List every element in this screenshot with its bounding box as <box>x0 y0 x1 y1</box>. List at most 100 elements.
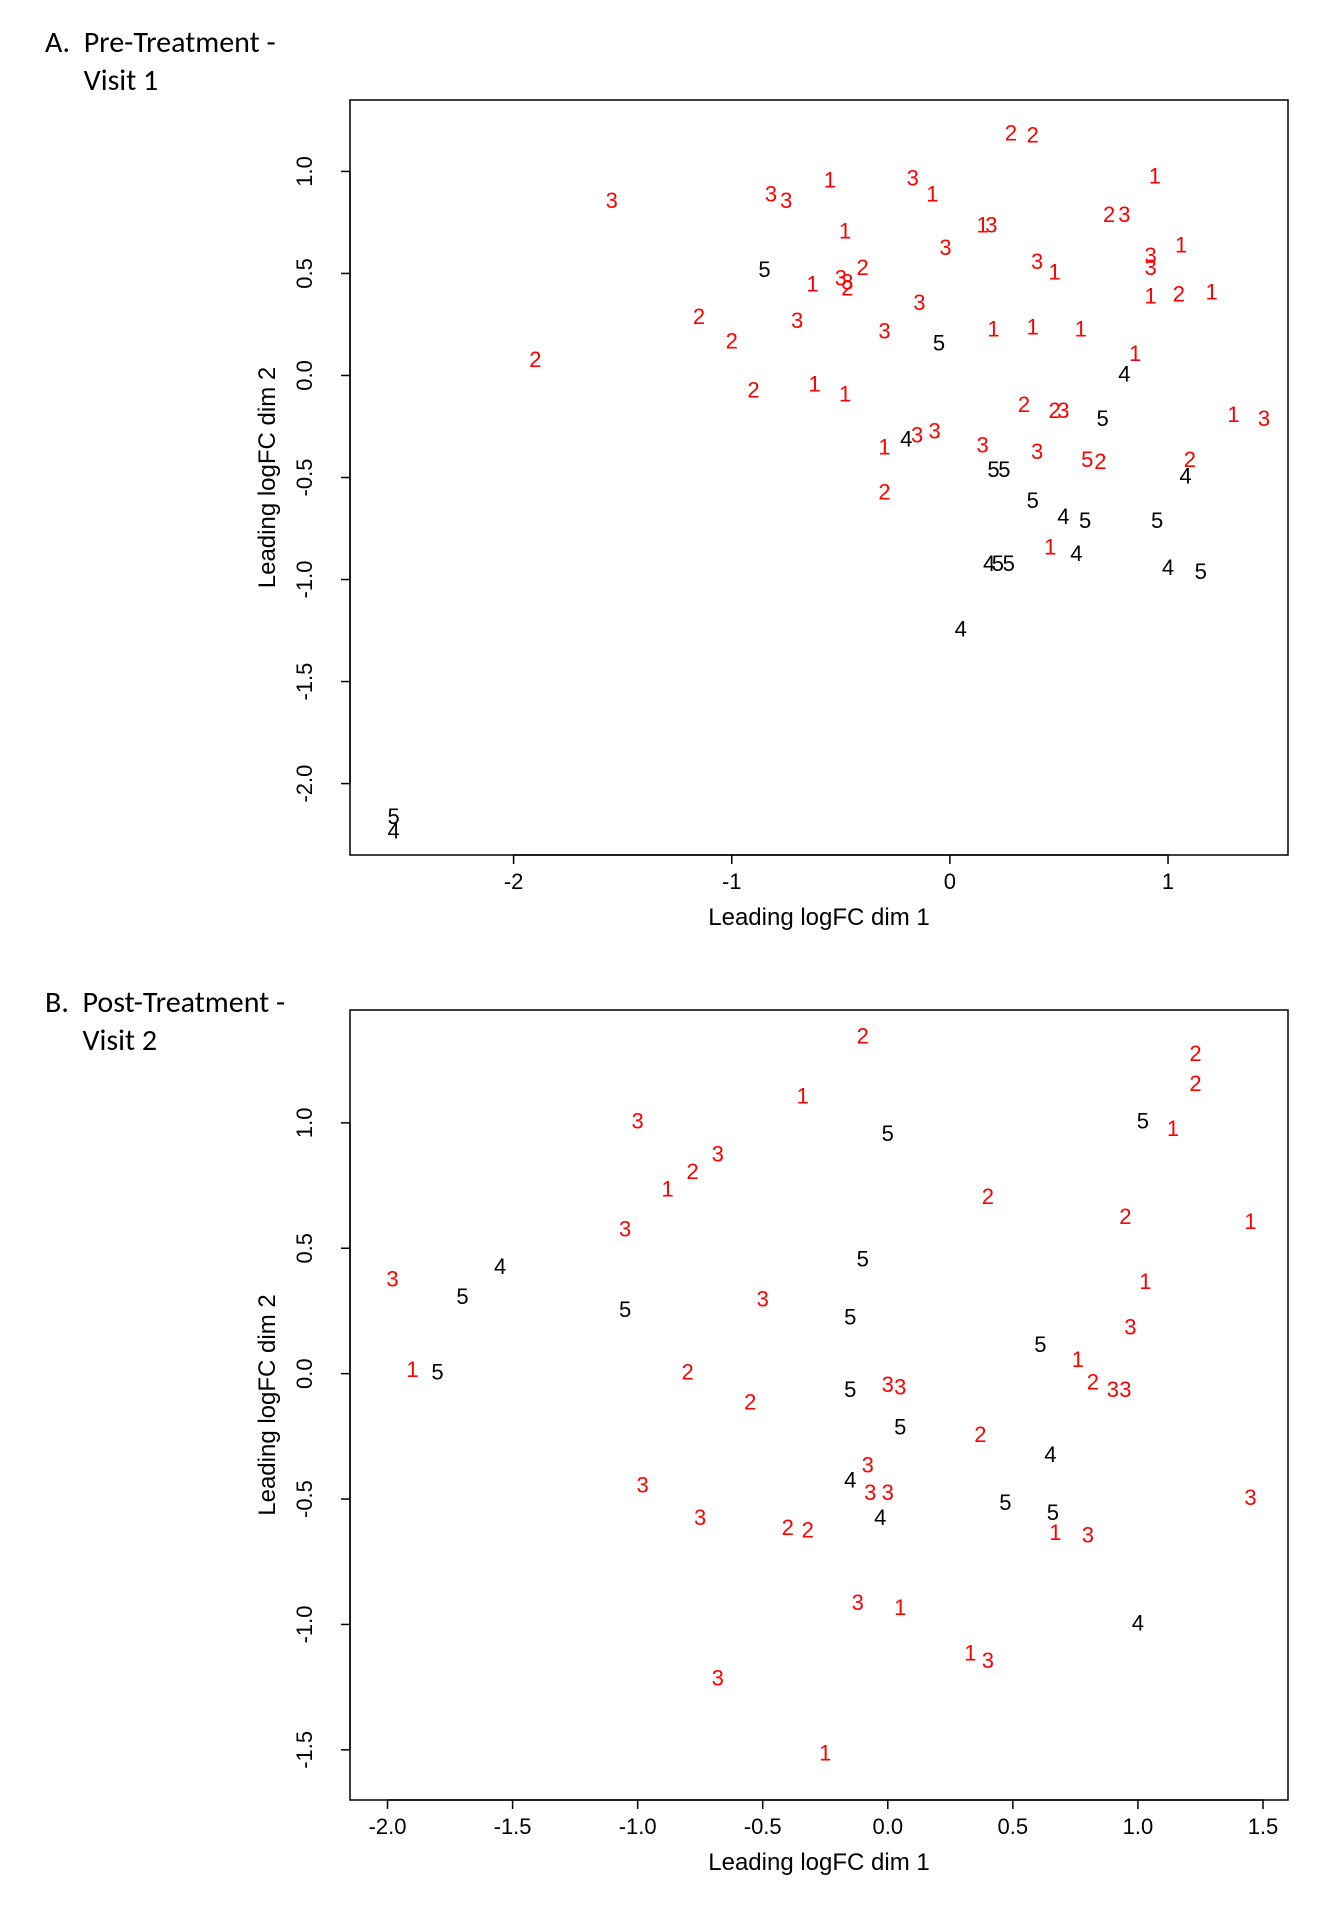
data-point: 2 <box>1189 1041 1201 1066</box>
data-point: 3 <box>982 1648 994 1673</box>
data-point: 3 <box>757 1287 769 1312</box>
data-point: 1 <box>406 1357 418 1382</box>
x-tick-label: -1.0 <box>619 1814 657 1839</box>
data-point: 1 <box>1048 259 1060 284</box>
y-tick-label: 0.0 <box>292 360 317 391</box>
y-tick-label: 0.5 <box>292 1233 317 1264</box>
data-point: 4 <box>955 616 967 641</box>
x-tick-label: 1 <box>1162 869 1174 894</box>
data-point: 2 <box>744 1390 756 1415</box>
data-point: 1 <box>819 1741 831 1766</box>
data-point: 3 <box>882 1480 894 1505</box>
x-tick-label: 0.5 <box>998 1814 1029 1839</box>
data-point: 1 <box>1129 341 1141 366</box>
data-point: 5 <box>894 1415 906 1440</box>
data-point: 5 <box>882 1121 894 1146</box>
data-point: 2 <box>1087 1369 1099 1394</box>
data-point: 2 <box>682 1359 694 1384</box>
x-tick-label: -0.5 <box>744 1814 782 1839</box>
data-point: 4 <box>388 818 400 843</box>
data-point: 4 <box>844 1467 856 1492</box>
panel-title-line1: Pre-Treatment - <box>84 24 276 61</box>
x-axis-title: Leading logFC dim 1 <box>708 904 929 931</box>
data-point: 1 <box>1227 402 1239 427</box>
data-point: 3 <box>1031 439 1043 464</box>
data-point: 1 <box>1139 1269 1151 1294</box>
data-point: 5 <box>844 1377 856 1402</box>
figure-root: A. Pre-Treatment -A. Visit 1-2-101-2.0-1… <box>0 0 1341 1920</box>
data-point: 5 <box>1027 488 1039 513</box>
x-tick-label: -2 <box>504 869 524 894</box>
data-point: 1 <box>797 1084 809 1109</box>
data-point: 5 <box>1195 559 1207 584</box>
data-point: 5 <box>758 257 770 282</box>
data-point: 5 <box>844 1304 856 1329</box>
data-point: 1 <box>964 1640 976 1665</box>
data-point: 5 <box>857 1247 869 1272</box>
data-point: 3 <box>1031 249 1043 274</box>
data-point: 2 <box>1189 1071 1201 1096</box>
data-point: 1 <box>926 182 938 207</box>
data-point: 3 <box>878 318 890 343</box>
data-point: 1 <box>824 167 836 192</box>
y-tick-label: 0.0 <box>292 1358 317 1389</box>
data-point: 3 <box>1244 1485 1256 1510</box>
x-tick-label: 1.5 <box>1248 1814 1279 1839</box>
data-point: 3 <box>632 1109 644 1134</box>
data-point: 1 <box>1044 535 1056 560</box>
y-tick-label: -1.5 <box>292 663 317 701</box>
data-point: 1 <box>878 435 890 460</box>
data-point: 4 <box>1070 541 1082 566</box>
data-point: 3 <box>882 1372 894 1397</box>
data-point: 3 <box>791 308 803 333</box>
y-tick-label: 1.0 <box>292 1108 317 1139</box>
data-point: 5 <box>1003 551 1015 576</box>
data-point: 2 <box>726 329 738 354</box>
data-point: 5 <box>431 1359 443 1384</box>
data-point: 3 <box>386 1267 398 1292</box>
data-point: 1 <box>1075 316 1087 341</box>
data-point: 5 <box>1096 406 1108 431</box>
data-point: 3 <box>1144 255 1156 280</box>
data-point: 4 <box>1162 555 1174 580</box>
data-point: 3 <box>637 1472 649 1497</box>
data-point: 5 <box>998 457 1010 482</box>
scatter-plot-b: -2.0-1.5-1.0-0.50.00.51.01.5-1.5-1.0-0.5… <box>255 1005 1293 1890</box>
y-tick-label: -0.5 <box>292 459 317 497</box>
data-point: 3 <box>852 1590 864 1615</box>
data-point: 1 <box>806 272 818 297</box>
data-point: 2 <box>1027 123 1039 148</box>
y-axis-title: Leading logFC dim 2 <box>255 367 281 588</box>
data-point: 1 <box>1149 163 1161 188</box>
data-point: 5 <box>1137 1109 1149 1134</box>
data-point: 5 <box>1081 447 1093 472</box>
y-tick-label: -1.5 <box>292 1731 317 1769</box>
data-point: 2 <box>1005 121 1017 146</box>
data-point: 2 <box>529 347 541 372</box>
x-tick-label: 1.0 <box>1123 1814 1154 1839</box>
data-point: 5 <box>1079 508 1091 533</box>
data-point: 1 <box>1049 1520 1061 1545</box>
data-point: 3 <box>894 1375 906 1400</box>
data-point: 3 <box>1057 398 1069 423</box>
scatter-plot-a: -2-101-2.0-1.5-1.0-0.50.00.51.0Leading l… <box>255 95 1293 945</box>
panel-label-a: A. Pre-Treatment -A. Visit 1 <box>45 24 276 99</box>
data-point: 3 <box>712 1665 724 1690</box>
data-point: 3 <box>985 212 997 237</box>
data-point: 5 <box>1151 508 1163 533</box>
panel-letter: B. <box>45 984 69 1021</box>
data-point: 3 <box>1258 406 1270 431</box>
data-point: 1 <box>809 371 821 396</box>
data-point: 1 <box>987 316 999 341</box>
data-point: 2 <box>982 1184 994 1209</box>
data-point: 2 <box>687 1159 699 1184</box>
data-point: 3 <box>1124 1314 1136 1339</box>
data-point: 2 <box>1119 1204 1131 1229</box>
y-tick-label: -0.5 <box>292 1480 317 1518</box>
panel-label-b: B. Post-Treatment -B. Visit 2 <box>45 984 285 1059</box>
data-point: 3 <box>913 290 925 315</box>
data-point: 4 <box>874 1505 886 1530</box>
y-axis-title: Leading logFC dim 2 <box>255 1294 281 1515</box>
data-point: 5 <box>456 1284 468 1309</box>
data-point: 1 <box>1072 1347 1084 1372</box>
